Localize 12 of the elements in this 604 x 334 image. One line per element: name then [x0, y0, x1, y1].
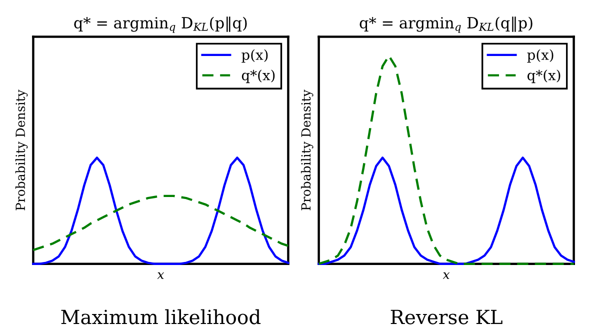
text: Maximum likelihood — [61, 309, 261, 324]
chart-title: q* = argmin$_{q}$ D$_{KL}$(q‖p) — [360, 16, 532, 33]
x-axis-title: x — [157, 272, 164, 279]
legend-label: q*(x) — [527, 70, 560, 84]
text: Reverse KL — [390, 310, 502, 324]
legend-label: q*(x) — [242, 70, 275, 84]
y-axis-title: Probability Density — [300, 90, 314, 210]
legend-label: p(x) — [527, 49, 554, 63]
chart-title: q* = argmin$_{q}$ D$_{KL}$(p‖q) — [74, 16, 247, 33]
x-axis-title: x — [442, 272, 450, 279]
legend-label: p(x) — [242, 49, 268, 63]
y-axis-title: Probability Density — [15, 90, 28, 210]
